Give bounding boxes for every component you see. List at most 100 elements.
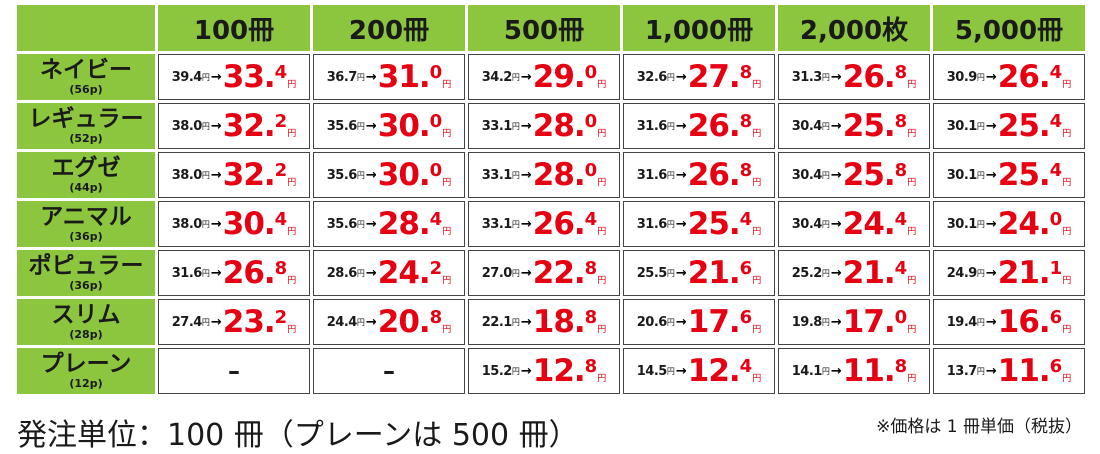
regular-price: 39.4 (171, 69, 203, 85)
yen-unit: 円 (821, 72, 830, 82)
regular-price: 31.6 (636, 118, 668, 134)
yen-unit: 円 (442, 227, 452, 237)
price-cell: 25.2 円 → 21. 4 円 (778, 250, 930, 296)
regular-price: 35.6 (326, 167, 358, 183)
yen-unit: 円 (907, 276, 917, 286)
page-count: (44p) (69, 181, 103, 194)
yen-unit: 円 (201, 219, 210, 229)
price-cell: 38.0 円 → 32. 2 円 (158, 152, 310, 198)
yen-unit: 円 (907, 80, 917, 90)
regular-price: 38.0 (171, 216, 203, 232)
sale-price-whole: 23. (222, 304, 276, 340)
yen-unit: 円 (752, 374, 762, 384)
regular-price: 30.9 (946, 69, 978, 85)
arrow: → (985, 118, 997, 134)
sale-price-whole: 29. (532, 59, 586, 95)
sale-price-whole: 28. (532, 157, 586, 193)
no-price: – (383, 357, 395, 385)
price-cell: 31.3 円 → 26. 8 円 (778, 54, 930, 100)
sale-price-whole: 21. (842, 255, 896, 291)
yen-unit: 円 (976, 121, 985, 131)
arrow: → (520, 314, 532, 330)
sale-price-whole: 24. (377, 255, 431, 291)
price-cell: 15.2 円 → 12. 8 円 (468, 348, 620, 394)
sale-price-whole: 22. (532, 255, 586, 291)
sale-price-fraction: 4 (739, 356, 753, 377)
yen-unit: 円 (976, 268, 985, 278)
sale-price-fraction: 4 (584, 209, 598, 230)
sale-price-fraction: 8 (584, 356, 598, 377)
yen-unit: 円 (666, 268, 675, 278)
sale-price-fraction: 8 (739, 62, 753, 83)
yen-unit: 円 (511, 366, 520, 376)
column-header: 1,000冊 (623, 5, 775, 51)
column-header: 200冊 (313, 5, 465, 51)
price-cell: 14.5 円 → 12. 4 円 (623, 348, 775, 394)
sale-price-fraction: 6 (1049, 356, 1063, 377)
arrow: → (365, 167, 377, 183)
sale-price-whole: 16. (997, 304, 1051, 340)
regular-price: 30.4 (791, 118, 823, 134)
sale-price-whole: 26. (532, 206, 586, 242)
regular-price: 34.2 (481, 69, 513, 85)
yen-unit: 円 (597, 129, 607, 139)
yen-unit: 円 (511, 317, 520, 327)
sale-price-fraction: 1 (1049, 258, 1063, 279)
price-cell: 31.6 円 → 26. 8 円 (623, 152, 775, 198)
yen-unit: 円 (511, 121, 520, 131)
yen-unit: 円 (511, 72, 520, 82)
yen-unit: 円 (1062, 374, 1072, 384)
regular-price: 32.6 (636, 69, 668, 85)
yen-unit: 円 (287, 276, 297, 286)
sale-price-fraction: 4 (739, 209, 753, 230)
regular-price: 33.1 (481, 167, 513, 183)
price-cell: 31.6 円 → 25. 4 円 (623, 201, 775, 247)
regular-price: 33.1 (481, 216, 513, 232)
arrow: → (985, 363, 997, 379)
page-count: (28p) (69, 328, 103, 341)
regular-price: 14.5 (636, 363, 668, 379)
arrow: → (210, 118, 222, 134)
arrow: → (210, 69, 222, 85)
arrow: → (365, 118, 377, 134)
arrow: → (210, 167, 222, 183)
sale-price-fraction: 8 (739, 160, 753, 181)
product-cell: ポピュラー (36p) (17, 250, 155, 296)
yen-unit: 円 (1062, 129, 1072, 139)
yen-unit: 円 (1062, 80, 1072, 90)
yen-unit: 円 (287, 80, 297, 90)
arrow: → (985, 69, 997, 85)
price-cell: 35.6 円 → 28. 4 円 (313, 201, 465, 247)
price-cell: 19.4 円 → 16. 6 円 (933, 299, 1085, 345)
regular-price: 30.4 (791, 167, 823, 183)
regular-price: 31.3 (791, 69, 823, 85)
sale-price-fraction: 4 (894, 258, 908, 279)
sale-price-fraction: 4 (429, 209, 443, 230)
regular-price: 28.6 (326, 265, 358, 281)
yen-unit: 円 (976, 72, 985, 82)
regular-price: 30.1 (946, 216, 978, 232)
product-name: ネイビー (40, 57, 132, 83)
product-name: エグゼ (51, 155, 121, 181)
sale-price-fraction: 8 (429, 307, 443, 328)
price-cell: 30.4 円 → 24. 4 円 (778, 201, 930, 247)
regular-price: 30.1 (946, 118, 978, 134)
price-cell: 38.0 円 → 32. 2 円 (158, 103, 310, 149)
sale-price-whole: 30. (377, 157, 431, 193)
yen-unit: 円 (752, 325, 762, 335)
price-cell: 35.6 円 → 30. 0 円 (313, 152, 465, 198)
regular-price: 15.2 (481, 363, 513, 379)
price-cell: 30.4 円 → 25. 8 円 (778, 152, 930, 198)
sale-price-fraction: 0 (894, 307, 908, 328)
yen-unit: 円 (907, 129, 917, 139)
yen-unit: 円 (752, 178, 762, 188)
price-note: ※価格は 1 冊単価（税抜） (876, 417, 1082, 437)
sale-price-whole: 25. (997, 157, 1051, 193)
yen-unit: 円 (356, 268, 365, 278)
arrow: → (675, 167, 687, 183)
sale-price-whole: 26. (687, 157, 741, 193)
sale-price-fraction: 0 (584, 62, 598, 83)
price-cell: 32.6 円 → 27. 8 円 (623, 54, 775, 100)
price-cell: 30.1 円 → 25. 4 円 (933, 152, 1085, 198)
yen-unit: 円 (201, 268, 210, 278)
